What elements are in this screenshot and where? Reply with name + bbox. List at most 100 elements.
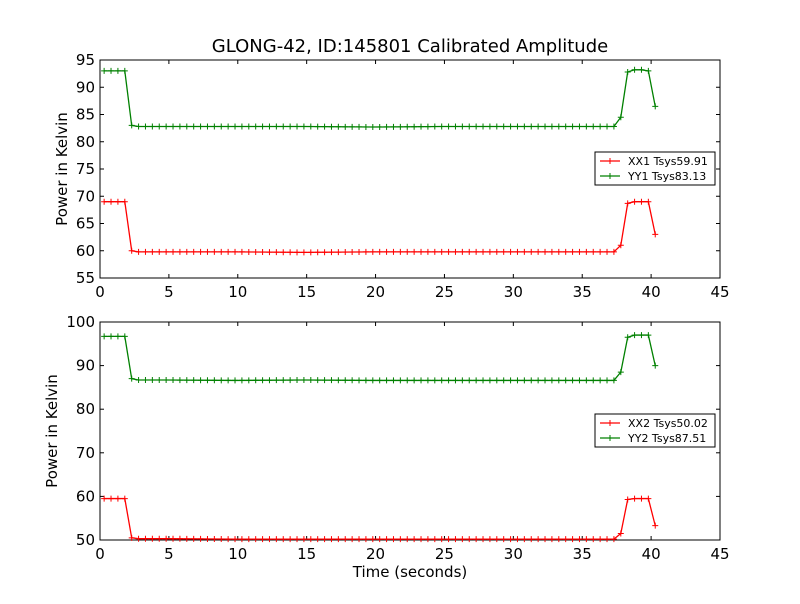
data-point-marker: [500, 248, 507, 255]
data-point-marker: [445, 536, 452, 543]
data-point-marker: [321, 249, 328, 256]
data-point-marker: [273, 123, 280, 130]
data-point-marker: [314, 249, 321, 256]
data-point-marker: [101, 495, 108, 502]
data-point-marker: [466, 377, 473, 384]
data-point-marker: [493, 536, 500, 543]
data-point-marker: [280, 123, 287, 130]
data-point-marker: [397, 536, 404, 543]
data-point-marker: [314, 123, 321, 130]
data-point-marker: [390, 123, 397, 130]
data-point-marker: [183, 535, 190, 542]
data-point-marker: [183, 377, 190, 384]
data-point-marker: [638, 66, 645, 73]
data-point-marker: [404, 536, 411, 543]
data-point-marker: [156, 535, 163, 542]
data-point-marker: [555, 377, 562, 384]
data-point-marker: [542, 123, 549, 130]
data-point-marker: [576, 536, 583, 543]
data-point-marker: [652, 103, 659, 110]
data-point-marker: [466, 123, 473, 130]
data-point-marker: [197, 248, 204, 255]
data-point-marker: [280, 536, 287, 543]
legend-swatch-marker: [607, 173, 613, 179]
data-point-marker: [362, 377, 369, 384]
data-point-marker: [163, 535, 170, 542]
data-point-marker: [438, 248, 445, 255]
data-point-marker: [307, 377, 314, 384]
data-point-marker: [459, 536, 466, 543]
data-point-marker: [114, 495, 121, 502]
data-point-marker: [328, 536, 335, 543]
data-point-marker: [569, 248, 576, 255]
data-point-marker: [452, 536, 459, 543]
data-point-marker: [610, 248, 617, 255]
y-tick-label: 90: [76, 78, 95, 96]
data-point-marker: [438, 536, 445, 543]
data-point-marker: [528, 536, 535, 543]
data-point-marker: [424, 123, 431, 130]
x-tick-label: 35: [573, 283, 592, 301]
data-point-marker: [335, 123, 342, 130]
data-point-marker: [287, 536, 294, 543]
data-point-marker: [514, 536, 521, 543]
data-point-marker: [369, 124, 376, 131]
data-point-marker: [307, 249, 314, 256]
data-point-marker: [452, 123, 459, 130]
data-point-marker: [645, 495, 652, 502]
data-point-marker: [266, 536, 273, 543]
data-point-marker: [383, 123, 390, 130]
data-point-marker: [624, 200, 631, 207]
data-point-marker: [542, 248, 549, 255]
data-point-marker: [631, 198, 638, 205]
legend-swatch-marker: [607, 435, 613, 441]
data-point-marker: [418, 248, 425, 255]
data-point-marker: [225, 248, 232, 255]
data-point-marker: [624, 68, 631, 75]
data-point-marker: [424, 536, 431, 543]
data-point-marker: [218, 123, 225, 130]
data-point-marker: [149, 123, 156, 130]
y-tick-label: 95: [76, 51, 95, 69]
x-tick-label: 0: [95, 283, 105, 301]
data-point-marker: [535, 536, 542, 543]
data-point-marker: [259, 123, 266, 130]
data-point-marker: [335, 377, 342, 384]
y-tick-label: 60: [76, 242, 95, 260]
data-point-marker: [617, 114, 624, 121]
data-point-marker: [342, 123, 349, 130]
data-point-marker: [307, 536, 314, 543]
data-point-marker: [142, 248, 149, 255]
data-point-marker: [349, 123, 356, 130]
data-point-marker: [383, 536, 390, 543]
data-point-marker: [424, 248, 431, 255]
data-point-marker: [617, 530, 624, 537]
data-point-marker: [631, 332, 638, 339]
data-point-marker: [583, 248, 590, 255]
data-point-marker: [431, 377, 438, 384]
data-point-marker: [300, 249, 307, 256]
data-point-marker: [232, 536, 239, 543]
data-point-marker: [176, 123, 183, 130]
data-point-marker: [252, 377, 259, 384]
data-point-marker: [528, 123, 535, 130]
data-point-marker: [569, 123, 576, 130]
data-point-marker: [362, 248, 369, 255]
data-point-marker: [597, 536, 604, 543]
data-point-marker: [121, 67, 128, 74]
data-point-marker: [362, 123, 369, 130]
data-point-marker: [514, 377, 521, 384]
data-point-marker: [294, 123, 301, 130]
data-point-marker: [645, 332, 652, 339]
data-point-marker: [521, 536, 528, 543]
data-point-marker: [294, 249, 301, 256]
data-point-marker: [562, 377, 569, 384]
data-point-marker: [204, 535, 211, 542]
data-point-marker: [397, 248, 404, 255]
data-point-marker: [108, 67, 115, 74]
data-point-marker: [349, 536, 356, 543]
data-point-marker: [397, 123, 404, 130]
data-point-marker: [369, 377, 376, 384]
data-point-marker: [356, 123, 363, 130]
